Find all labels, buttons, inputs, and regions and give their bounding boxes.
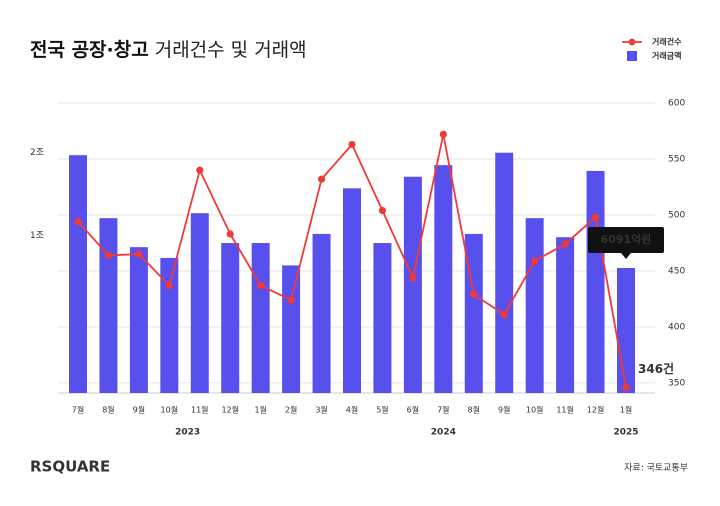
y-tick-label: 1조 <box>30 231 44 241</box>
bar <box>525 218 544 393</box>
x-group-label: 2024 <box>431 428 456 438</box>
bar <box>221 243 240 393</box>
bar <box>282 265 301 393</box>
legend-swatch <box>627 51 637 61</box>
x-tick-label: 4월 <box>346 405 358 415</box>
x-tick-label: 12월 <box>221 405 239 415</box>
bar <box>556 237 575 393</box>
x-tick-label: 1월 <box>620 405 632 415</box>
bar <box>586 170 605 393</box>
y2-tick-label: 600 <box>668 99 685 109</box>
line-point <box>378 206 387 215</box>
bar <box>495 152 514 393</box>
callout-box <box>588 226 664 253</box>
bar <box>343 188 361 393</box>
line-point <box>317 175 326 183</box>
line-point <box>196 166 204 174</box>
x-group-label: 2023 <box>175 428 200 438</box>
line-point <box>226 230 234 238</box>
x-tick-label: 11월 <box>556 405 574 415</box>
x-tick-label: 7월 <box>437 405 449 415</box>
line-point <box>439 130 447 138</box>
bar <box>69 155 87 393</box>
legend-label: 거래건수 <box>652 37 682 47</box>
title-bold: 전국 공장·창고 <box>30 39 149 61</box>
x-tick-label: 3월 <box>315 405 327 415</box>
line-point <box>104 251 113 259</box>
x-tick-label: 8월 <box>102 405 114 415</box>
legend-dot <box>628 38 636 46</box>
bar <box>617 267 635 393</box>
x-tick-label: 5월 <box>376 405 388 415</box>
y-tick-label: 2조 <box>30 148 44 158</box>
line-point <box>348 140 356 149</box>
x-group-label: 2025 <box>613 428 638 438</box>
bar <box>403 176 422 393</box>
line-point <box>74 218 82 226</box>
line-point <box>165 281 173 290</box>
bar <box>99 218 118 393</box>
y2-tick-label: 550 <box>668 154 685 164</box>
x-tick-label: 9월 <box>498 405 510 415</box>
line-point <box>531 257 539 265</box>
x-tick-label: 8월 <box>468 405 480 415</box>
y2-tick-label: 350 <box>668 378 685 388</box>
bar <box>434 165 453 393</box>
x-tick-label: 10월 <box>526 405 544 415</box>
value-label: 346건 <box>638 361 674 376</box>
x-tick-label: 11월 <box>191 405 209 415</box>
line-point <box>287 296 295 304</box>
bar <box>312 233 331 393</box>
line-point <box>500 311 508 319</box>
title-rest: 거래건수 및 거래액 <box>155 39 307 61</box>
x-tick-label: 7월 <box>72 405 84 415</box>
legend-label: 거래금액 <box>652 51 681 61</box>
line-point <box>622 383 630 392</box>
x-tick-label: 1월 <box>254 405 266 415</box>
line-point <box>409 274 417 282</box>
line-point <box>135 250 143 258</box>
line-point <box>561 240 569 248</box>
bar <box>373 243 392 393</box>
y2-tick-label: 450 <box>668 266 685 276</box>
y2-tick-label: 500 <box>668 210 685 220</box>
bar <box>129 247 148 393</box>
y2-tick-label: 400 <box>668 322 685 332</box>
x-tick-label: 12월 <box>587 405 605 415</box>
brand: RSQUARE <box>30 458 110 476</box>
source: 자료: 국토교통부 <box>624 463 688 474</box>
bar <box>251 243 270 393</box>
value-label: 6091억원 <box>601 232 652 246</box>
line-point <box>591 213 600 221</box>
line-point <box>257 281 265 290</box>
line-point <box>470 290 478 299</box>
callout-pointer <box>621 252 631 259</box>
x-tick-label: 10월 <box>161 405 179 415</box>
chart-title: 전국 공장·창고 거래건수 및 거래액 <box>30 39 307 61</box>
bar <box>190 213 209 393</box>
x-tick-label: 9월 <box>133 405 145 415</box>
bar <box>160 257 179 393</box>
x-tick-label: 6월 <box>407 405 419 415</box>
x-tick-label: 2월 <box>285 405 297 415</box>
